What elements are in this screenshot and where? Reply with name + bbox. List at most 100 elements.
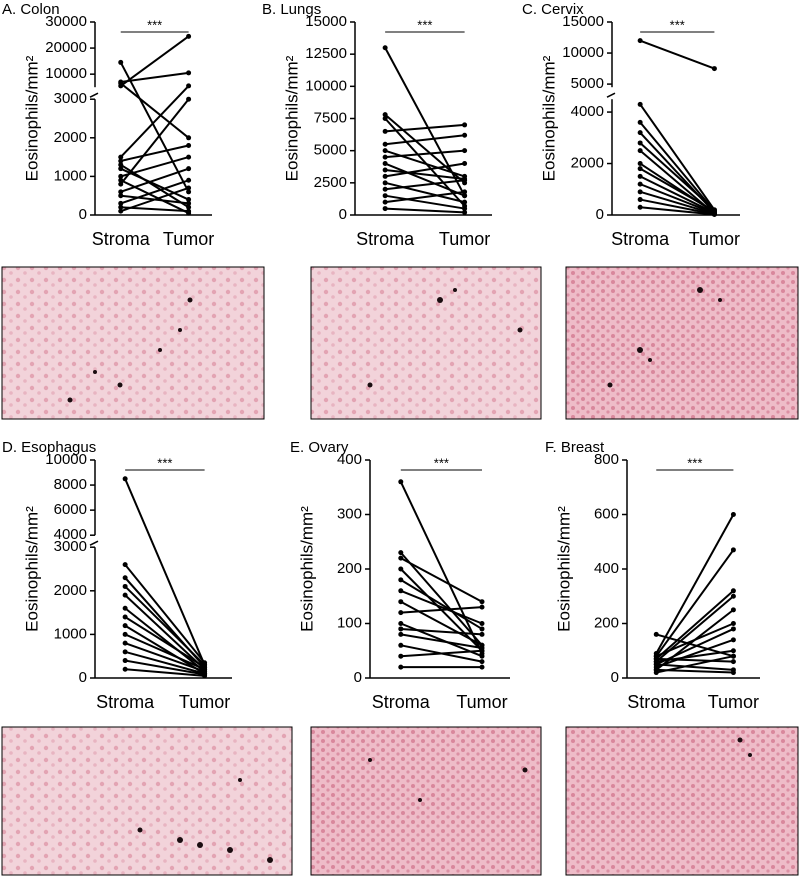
significance-label: ***	[417, 17, 432, 32]
pair-line	[124, 659, 205, 676]
y-tick-label: 0	[354, 669, 362, 686]
y-tick-label: 600	[594, 505, 619, 522]
y-tick-label: 2000	[54, 582, 87, 599]
stroma-point	[398, 626, 404, 632]
tumor-point	[462, 209, 468, 215]
y-tick-label: 10000	[562, 44, 604, 61]
y-tick-label: 6000	[54, 501, 87, 518]
x-tick-label: Stroma	[96, 692, 155, 712]
stroma-point	[398, 566, 404, 572]
stroma-point	[398, 653, 404, 659]
panel-title: F. Breast	[545, 439, 605, 456]
stained-cells	[67, 287, 752, 863]
y-axis-label: Eosinophils/mm²	[22, 55, 41, 181]
tumor-point	[462, 193, 468, 199]
stroma-point	[382, 193, 388, 199]
stroma-point	[382, 173, 388, 179]
pair-line	[639, 39, 715, 70]
pair-line	[124, 650, 205, 675]
stroma-point	[122, 649, 128, 655]
stroma-point	[382, 199, 388, 205]
pair-line	[385, 179, 465, 191]
tumor-point	[479, 604, 485, 610]
panel: C. Cervix 0 2000 4000 5000 10000 15000 Eosinoph…	[522, 1, 740, 249]
pair-line	[124, 607, 206, 673]
tumor-point	[186, 204, 192, 210]
x-tick-label: Tumor	[689, 229, 740, 249]
tumor-point	[479, 599, 485, 605]
stroma-point	[637, 166, 643, 172]
y-tick-label: 2000	[571, 155, 604, 172]
pair-line	[639, 198, 715, 216]
pair-line	[656, 657, 734, 663]
pair-line	[385, 207, 465, 214]
panel-title: B. Lungs	[262, 1, 321, 18]
tumor-point	[462, 122, 468, 128]
pair-line	[385, 168, 465, 180]
tumor-point	[186, 189, 192, 195]
tumor-point	[730, 588, 736, 594]
stroma-point	[398, 550, 404, 556]
y-tick-label: 0	[596, 206, 604, 223]
tumor-point	[730, 659, 736, 665]
pair-line	[400, 600, 483, 647]
y-tick-label: 10000	[305, 77, 347, 94]
pair-line	[124, 642, 205, 673]
y-tick-label: 0	[79, 206, 87, 223]
micrograph	[1, 726, 293, 876]
tumor-point	[730, 637, 736, 643]
x-tick-label: Tumor	[163, 229, 214, 249]
stroma-point	[398, 588, 404, 594]
y-axis-label: Eosinophils/mm²	[539, 55, 558, 181]
stroma-point	[122, 640, 128, 646]
tumor-point	[711, 66, 717, 72]
pair-line	[400, 606, 483, 614]
tumor-point	[186, 177, 192, 183]
tumor-point	[479, 653, 485, 659]
y-tick-label: 0	[611, 669, 619, 686]
tumor-point	[730, 593, 736, 599]
stroma-point	[637, 204, 643, 210]
stroma-point	[398, 599, 404, 605]
pair-line	[120, 179, 190, 214]
micrograph	[1, 266, 265, 420]
pair-line	[639, 190, 715, 215]
stroma-point	[118, 166, 124, 172]
y-tick-label: 1000	[54, 625, 87, 642]
tumor-point	[462, 161, 468, 167]
micrograph	[310, 726, 542, 876]
tumor-point	[186, 83, 192, 89]
significance-label: ***	[687, 455, 702, 470]
tumor-point	[479, 631, 485, 637]
tumor-point	[479, 659, 485, 665]
y-tick-label: 10000	[45, 65, 87, 82]
stroma-point	[118, 181, 124, 187]
y-tick-label: 15000	[562, 13, 604, 30]
panel-title: C. Cervix	[522, 1, 584, 18]
pair-line	[120, 163, 190, 209]
tumor-point	[730, 621, 736, 626]
pair-line	[639, 142, 716, 211]
y-tick-label: 10000	[45, 451, 87, 468]
pair-line	[385, 134, 465, 146]
stroma-point	[118, 204, 124, 210]
pair-line	[120, 187, 189, 213]
stroma-point	[637, 101, 643, 107]
pair-line	[120, 144, 189, 162]
tumor-point	[186, 210, 192, 216]
y-tick-label: 400	[337, 451, 362, 468]
pair-line	[640, 206, 715, 216]
stroma-point	[382, 206, 388, 212]
tumor-point	[462, 132, 468, 138]
y-tick-label: 0	[339, 206, 347, 223]
tumor-point	[479, 648, 485, 654]
tumor-point	[730, 547, 736, 553]
stroma-point	[118, 59, 124, 65]
stroma-point	[118, 193, 124, 199]
y-tick-label: 400	[594, 560, 619, 577]
stroma-point	[637, 148, 643, 154]
axis-break	[606, 92, 616, 98]
pair-line	[119, 98, 190, 185]
pair-line	[119, 61, 190, 193]
